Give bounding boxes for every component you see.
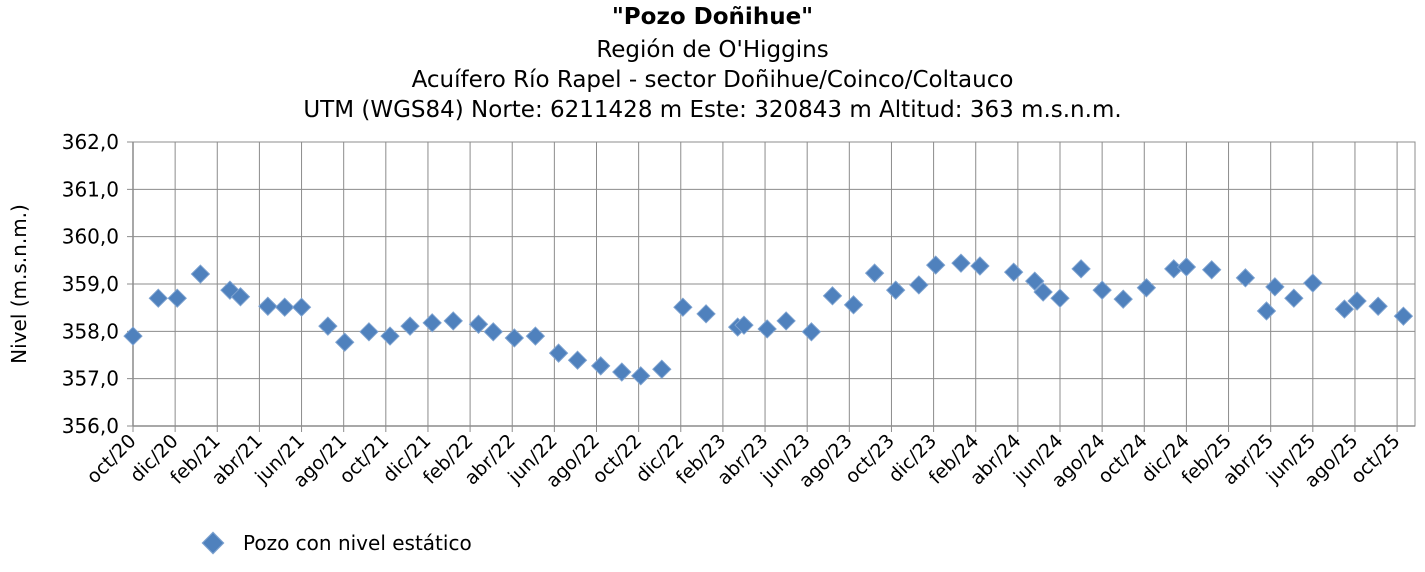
legend: Pozo con nivel estático — [201, 531, 472, 555]
data-point — [548, 343, 569, 363]
data-point — [591, 356, 611, 376]
data-point — [443, 311, 463, 331]
data-point — [673, 297, 693, 317]
y-tick-label: 359,0 — [62, 272, 119, 296]
data-point — [631, 366, 651, 386]
data-point — [776, 311, 796, 331]
data-point — [1136, 278, 1157, 298]
data-point — [612, 362, 632, 382]
data-point — [291, 297, 312, 317]
data-point — [400, 316, 420, 336]
data-point — [422, 313, 442, 333]
data-point — [696, 304, 716, 324]
data-point — [843, 295, 864, 315]
data-point — [1256, 301, 1277, 321]
data-point — [1201, 260, 1222, 280]
data-point — [864, 263, 885, 283]
data-point — [1393, 306, 1414, 326]
data-point — [318, 316, 338, 336]
data-point — [1235, 268, 1256, 288]
data-point — [525, 326, 546, 346]
data-point — [1025, 271, 1045, 291]
data-point — [335, 332, 355, 352]
data-point — [1265, 277, 1285, 297]
data-point — [1050, 288, 1070, 308]
data-point — [123, 326, 143, 346]
data-point — [258, 296, 278, 316]
chart-subtitle-coordinates: UTM (WGS84) Norte: 6211428 m Este: 32084… — [303, 97, 1122, 123]
data-point — [822, 286, 843, 306]
data-point — [483, 322, 503, 342]
data-point — [359, 322, 379, 342]
data-point — [1334, 299, 1355, 319]
data-point — [468, 314, 489, 334]
y-tick-label: 362,0 — [62, 130, 119, 154]
data-point — [885, 280, 906, 300]
data-point — [652, 359, 672, 379]
legend-diamond-marker — [201, 531, 225, 555]
data-point — [1092, 280, 1112, 300]
data-point — [274, 297, 295, 317]
data-point — [1303, 273, 1323, 293]
data-point — [504, 328, 525, 348]
data-point — [1113, 289, 1133, 309]
data-point — [1071, 259, 1091, 279]
chart-title: "Pozo Doñihue" — [611, 4, 814, 30]
data-point — [909, 275, 929, 295]
data-point — [230, 287, 251, 307]
data-point — [757, 319, 777, 339]
y-tick-label: 361,0 — [62, 177, 119, 201]
data-point — [734, 315, 754, 335]
legend-label: Pozo con nivel estático — [243, 531, 472, 555]
x-tick-label: oct/20 — [82, 430, 140, 488]
data-point — [380, 326, 400, 346]
data-point — [190, 264, 211, 284]
data-point — [1347, 291, 1367, 311]
data-point — [1003, 262, 1024, 282]
y-tick-label: 357,0 — [62, 367, 119, 391]
data-point — [970, 256, 990, 276]
data-point — [148, 288, 168, 308]
data-point — [1368, 296, 1388, 316]
y-tick-label: 356,0 — [62, 414, 119, 438]
data-point — [167, 288, 187, 308]
chart-subtitle-region: Región de O'Higgins — [596, 37, 829, 63]
y-tick-label: 358,0 — [62, 319, 119, 343]
data-point — [951, 253, 971, 273]
y-tick-label: 360,0 — [62, 225, 119, 249]
chart-subtitle-aquifer: Acuífero Río Rapel - sector Doñihue/Coin… — [411, 67, 1014, 93]
data-point — [801, 322, 822, 342]
data-point — [925, 255, 946, 275]
data-point — [1284, 288, 1304, 308]
y-axis-title: Nivel (m.s.n.m.) — [7, 204, 31, 364]
data-point — [1176, 257, 1197, 277]
data-point — [1033, 282, 1053, 302]
data-point — [567, 350, 588, 370]
